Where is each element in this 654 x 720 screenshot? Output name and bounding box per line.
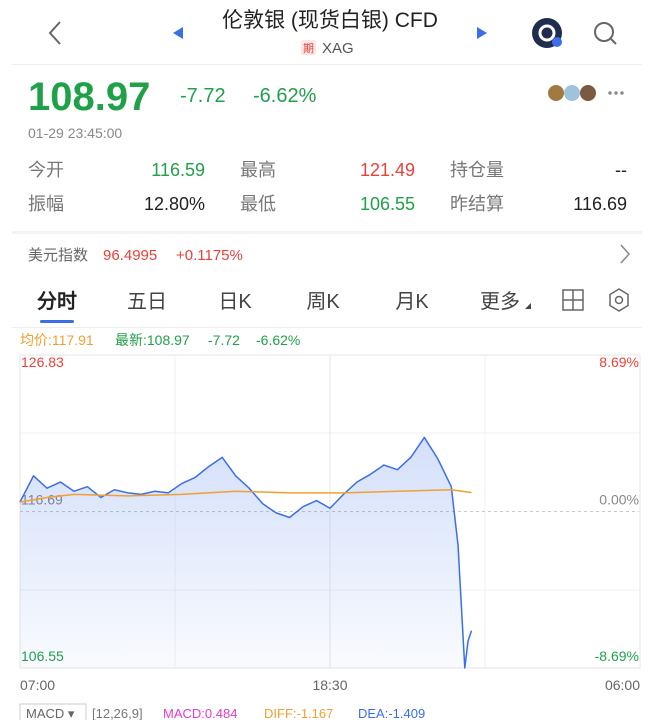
stat-label: 最高 — [240, 160, 276, 180]
tag-bg — [301, 40, 316, 55]
indicator-diff: DIFF:-1.167 — [264, 706, 333, 720]
avatar[interactable] — [548, 85, 564, 101]
stat-value: 106.55 — [360, 194, 415, 214]
stat-label: 昨结算 — [450, 194, 504, 214]
avatar[interactable] — [580, 85, 596, 101]
avg-line — [19, 488, 472, 503]
more-dots[interactable] — [608, 91, 624, 95]
divider — [12, 64, 642, 65]
change-pct: -6.62% — [253, 85, 317, 107]
legend-change: -7.72 — [208, 332, 240, 348]
price-line — [19, 436, 473, 669]
tab[interactable]: 日K — [218, 291, 252, 313]
back-button[interactable] — [48, 21, 61, 45]
next-arrow[interactable] — [477, 27, 487, 39]
prev-arrow[interactable] — [173, 27, 183, 39]
divider — [12, 231, 642, 234]
change: -7.72 — [180, 85, 226, 107]
stat-label: 持仓量 — [450, 160, 504, 180]
stat-label: 最低 — [240, 194, 276, 214]
search-handle — [610, 38, 617, 45]
legend-change-pct: -6.62% — [256, 332, 300, 348]
y-tick-label: 126.83 — [21, 354, 64, 370]
stat-label: 今开 — [28, 160, 64, 180]
settings-icon[interactable] — [609, 288, 629, 312]
y2-tick-label: 8.69% — [599, 354, 639, 370]
symbol: XAG — [322, 40, 354, 57]
search-icon[interactable] — [594, 22, 614, 42]
index-value: 96.4995 — [103, 247, 157, 264]
y2-tick-label: 0.00% — [599, 492, 639, 508]
tab[interactable]: 分时 — [37, 290, 77, 313]
plot: 106.55116.69126.83-8.69%0.00%8.69%07:001… — [19, 354, 641, 693]
stat-value: -- — [615, 160, 627, 180]
quote-time: 01-29 23:45:00 — [28, 125, 122, 141]
settings-icon-core — [614, 295, 624, 305]
x-tick-label: 06:00 — [605, 677, 640, 693]
x-tick-label: 07:00 — [20, 677, 55, 693]
avatar[interactable] — [564, 85, 580, 101]
tab[interactable]: 月K — [395, 291, 429, 313]
title: 伦敦银 (现货白银) CFD — [222, 9, 438, 32]
stat-label: 振幅 — [28, 194, 64, 214]
stat-value: 12.80% — [144, 194, 205, 214]
legend-latest: 最新:108.97 — [115, 332, 190, 348]
indicator-box[interactable] — [19, 703, 87, 720]
indicator-dea: DEA:-1.409 — [358, 706, 425, 720]
index-change: +0.1175% — [176, 247, 243, 264]
more-caret — [525, 303, 531, 309]
legend-avg: 均价:117.91 — [20, 332, 94, 348]
index-label: 美元指数 — [28, 247, 88, 264]
x-tick-label: 18:30 — [312, 677, 347, 693]
tag: 期 — [303, 42, 314, 55]
divider — [12, 327, 642, 328]
ai-badge — [552, 37, 562, 47]
tab[interactable]: 五日 — [127, 291, 167, 313]
index-arrow[interactable] — [620, 244, 631, 264]
stat-value: 121.49 — [360, 160, 415, 180]
price: 108.97 — [28, 75, 150, 119]
indicator-params: [12,26,9] — [92, 706, 143, 720]
indicator-name[interactable]: MACD ▾ — [26, 706, 75, 720]
stat-value: 116.59 — [151, 160, 205, 180]
tab[interactable]: 更多 — [480, 290, 520, 313]
ai-icon-ring — [538, 24, 556, 42]
stat-value: 116.69 — [573, 194, 627, 214]
indicator-macd: MACD:0.484 — [163, 706, 237, 720]
y2-tick-label: -8.69% — [595, 648, 639, 664]
price-area — [20, 437, 472, 668]
grid-icon-lines — [563, 290, 583, 310]
tab-underline — [40, 320, 74, 323]
tab[interactable]: 周K — [306, 291, 340, 313]
